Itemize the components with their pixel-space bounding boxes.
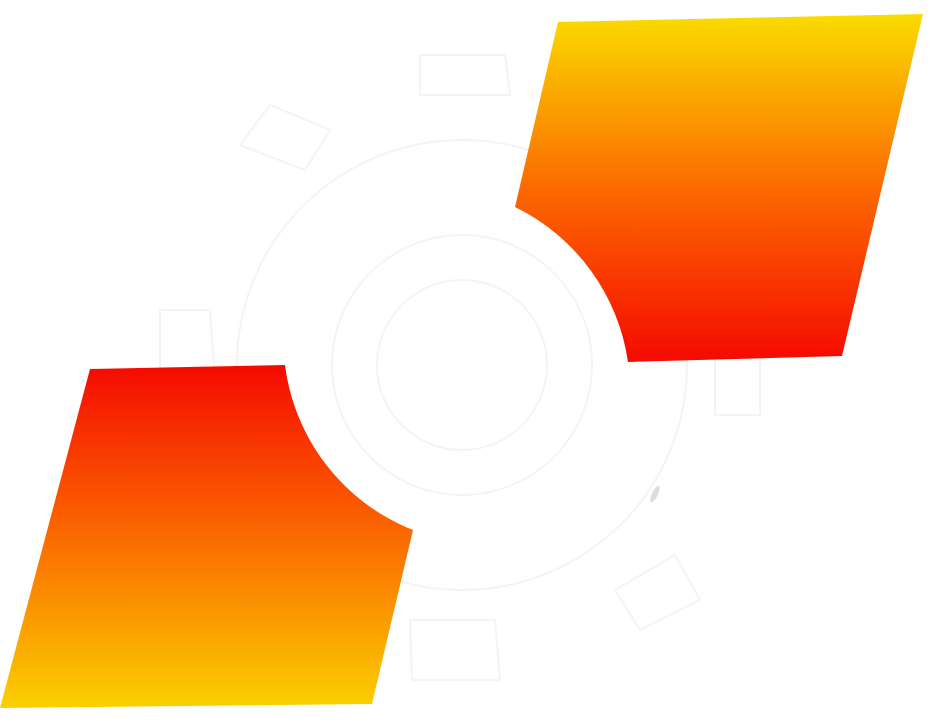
bottom-left-parallelogram <box>0 365 413 708</box>
smudge-mark <box>650 485 660 503</box>
top-right-parallelogram <box>515 14 923 362</box>
gear-icon <box>159 54 761 681</box>
